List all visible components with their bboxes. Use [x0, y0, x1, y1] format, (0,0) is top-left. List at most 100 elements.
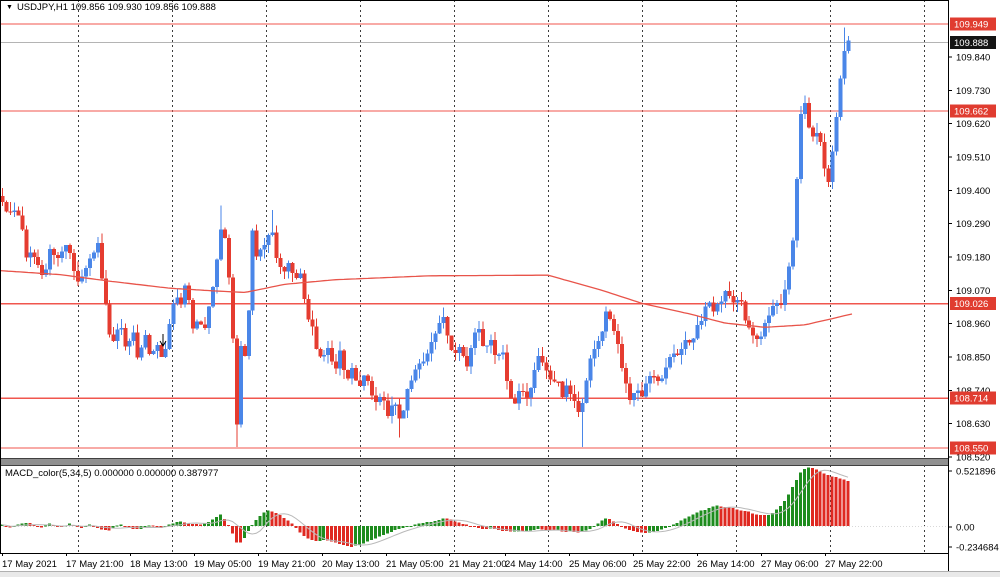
macd-bar-down	[493, 526, 497, 530]
candle-bull	[516, 390, 521, 404]
candle-bear	[342, 350, 347, 370]
macd-bar-down	[548, 526, 552, 531]
candle-bull	[91, 252, 96, 259]
macd-bar-down	[79, 526, 83, 528]
candle-bear	[203, 324, 208, 329]
candle-bull	[477, 328, 482, 333]
candle-bull	[151, 350, 156, 354]
macd-bar-down	[763, 515, 767, 526]
macd-bar-up	[385, 526, 389, 534]
macd-bar-down	[727, 507, 731, 526]
macd-bar-down	[298, 526, 302, 533]
panel-resize-bar[interactable]	[0, 459, 948, 465]
candle-bear	[159, 345, 164, 357]
level-price-badge	[950, 297, 996, 311]
candle-bull	[695, 324, 700, 339]
candle-bear	[302, 273, 307, 299]
macd-bar-up	[354, 526, 358, 546]
macd-bar-up	[600, 520, 604, 526]
candle-bull	[536, 355, 541, 370]
macd-bar-up	[409, 526, 413, 527]
candle-bear	[199, 321, 204, 325]
macd-bar-down	[735, 509, 739, 526]
candle-bull	[286, 262, 291, 272]
price-axis[interactable]: 109.840 109.730 109.620 109.510 109.400 109.2…	[948, 17, 999, 554]
horizontal-level-lines[interactable]	[0, 23, 948, 449]
candle-bull	[421, 361, 426, 364]
candle-bear	[453, 349, 458, 353]
macd-panel	[0, 467, 948, 547]
candle-bear	[365, 375, 370, 382]
candle-bear	[572, 393, 577, 401]
time-tick-label: 27 May 06:00	[761, 559, 819, 570]
macd-bar-down	[465, 524, 469, 526]
macd-bar-down	[632, 526, 636, 532]
macd-bar-down	[822, 473, 826, 526]
candle-bull	[834, 117, 839, 152]
macd-bar-up	[250, 525, 254, 527]
candle-bull	[115, 329, 120, 342]
candle-bull	[48, 248, 53, 270]
time-tick-label: 27 May 22:00	[825, 559, 883, 570]
macd-bar-down	[36, 526, 40, 527]
candle-bear	[369, 381, 374, 396]
candle-bull	[195, 321, 200, 329]
macd-bar-down	[8, 526, 12, 528]
macd-bar-up	[584, 526, 588, 531]
time-axis[interactable]: 17 May 2021 17 May 21:00 18 May 13:00 19 Ma…	[2, 553, 883, 570]
bottom-edge-strip	[0, 571, 1000, 577]
macd-bar-up	[147, 525, 151, 527]
candle-bull	[775, 302, 780, 306]
macd-axis-label: 0.521896	[956, 467, 996, 478]
macd-bar-up	[405, 526, 409, 528]
time-tick-label: 25 May 06:00	[569, 559, 627, 570]
candle-bull	[87, 258, 92, 269]
candle-bull	[338, 350, 343, 369]
time-tick-label: 24 May 14:00	[505, 559, 563, 570]
macd-bar-down	[564, 526, 568, 532]
candle-bull	[663, 367, 668, 379]
candle-bear	[334, 361, 339, 369]
macd-bar-up	[675, 522, 679, 526]
candle-bull	[838, 78, 843, 118]
candle-bull	[457, 346, 462, 353]
candle-bear	[524, 391, 529, 398]
macd-bar-up	[536, 526, 540, 530]
candle-bull	[155, 345, 160, 351]
candle-bull	[143, 334, 148, 348]
panel-separator[interactable]	[0, 458, 948, 466]
macd-bar-up	[794, 479, 798, 526]
macd-bar-down	[719, 506, 723, 526]
candle-bull	[707, 302, 712, 307]
macd-bar-up	[318, 526, 322, 542]
macd-bar-up	[806, 467, 810, 526]
macd-bar-down	[838, 478, 842, 526]
candle-bull	[659, 378, 664, 381]
candle-bull	[175, 297, 180, 304]
ma-curve	[0, 269, 853, 328]
price-tick-label: 108.740	[956, 386, 990, 397]
down-arrow-marker[interactable]	[159, 334, 167, 347]
candle-bear	[675, 353, 680, 356]
macd-bar-up	[24, 522, 28, 526]
candle-bull	[401, 410, 406, 419]
candle-bull	[600, 331, 605, 342]
macd-bar-up	[786, 494, 790, 526]
candle-bull	[298, 273, 303, 279]
candle-bull	[238, 345, 243, 425]
macd-bar-up	[532, 526, 536, 530]
candle-bear	[397, 404, 402, 419]
candle-bear	[385, 400, 390, 416]
candle-bear	[628, 383, 633, 400]
candle-bull	[429, 341, 434, 354]
candle-bull	[417, 363, 422, 370]
macd-bar-down	[191, 523, 195, 526]
macd-bar-down	[230, 526, 234, 534]
macd-bar-up	[20, 523, 24, 526]
candle-bear	[818, 132, 823, 143]
macd-bar-up	[707, 508, 711, 526]
candle-bull	[528, 387, 533, 398]
macd-bar-up	[798, 472, 802, 526]
macd-bar-down	[616, 524, 620, 526]
